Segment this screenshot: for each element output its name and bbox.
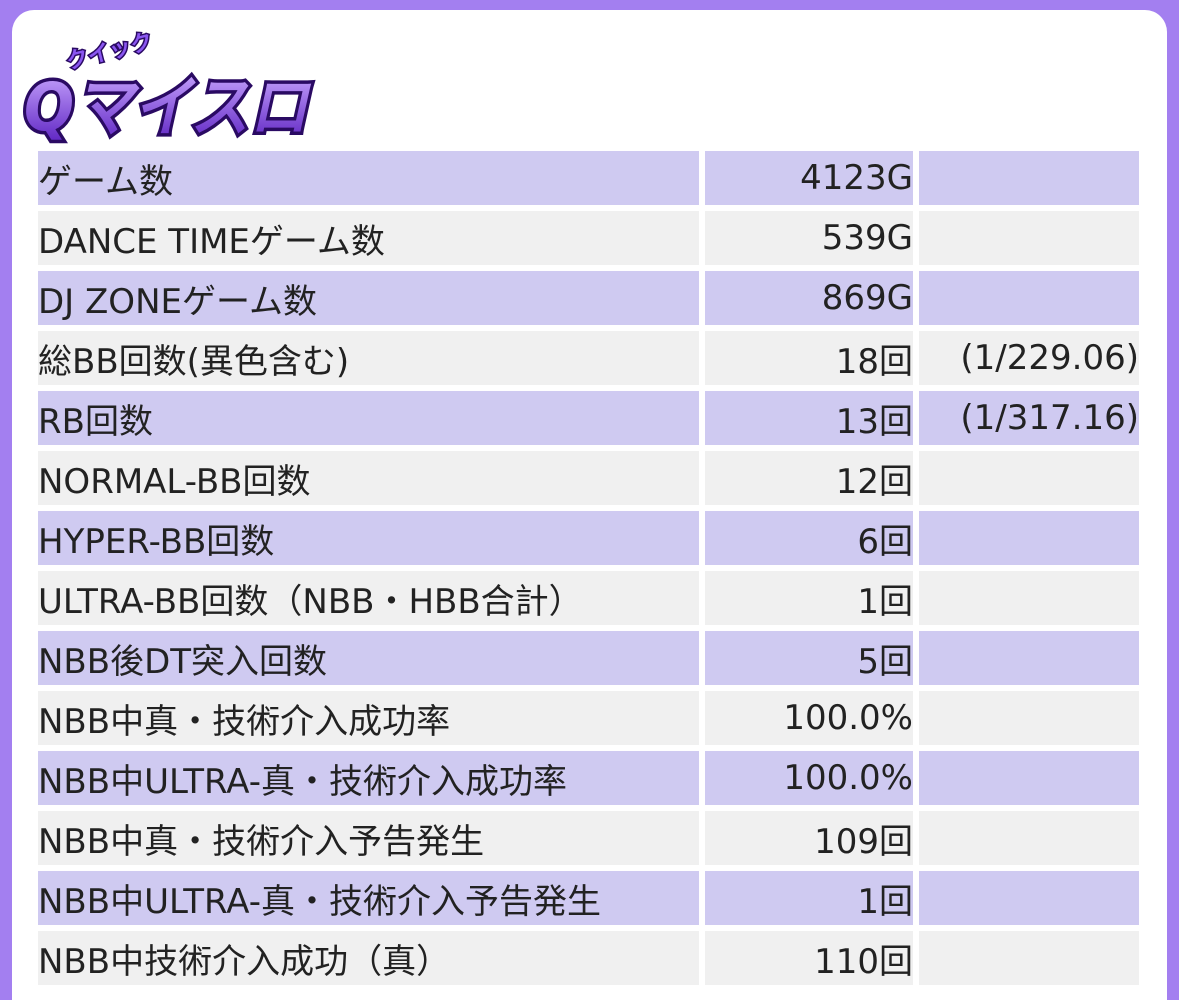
row-label: ULTRA-BB回数（NBB・HBB合計） — [38, 571, 699, 625]
row-label: HYPER-BB回数 — [38, 511, 699, 565]
table-row: DJ ZONEゲーム数 869G — [38, 271, 1139, 325]
row-value: 12回 — [705, 451, 913, 505]
page-frame: クイック Qマイスロ ゲーム数 4123G DANCE TIMEゲーム数 539G DJ… — [12, 10, 1167, 1000]
row-value: 100.0% — [705, 691, 913, 745]
table-row: NBB中ULTRA-真・技術介入予告発生 1回 — [38, 871, 1139, 925]
row-label: NBB中ULTRA-真・技術介入予告発生 — [38, 871, 699, 925]
row-value: 109回 — [705, 811, 913, 865]
table-row: HYPER-BB回数 6回 — [38, 511, 1139, 565]
row-value: 869G — [705, 271, 913, 325]
row-value: 5回 — [705, 631, 913, 685]
row-extra — [919, 151, 1139, 205]
row-value: 6回 — [705, 511, 913, 565]
row-extra — [919, 211, 1139, 265]
table-row: RB回数 13回 (1/317.16) — [38, 391, 1139, 445]
row-extra — [919, 931, 1139, 985]
row-extra — [919, 811, 1139, 865]
row-label: NBB後DT突入回数 — [38, 631, 699, 685]
table-row: DANCE TIMEゲーム数 539G — [38, 211, 1139, 265]
stats-table: ゲーム数 4123G DANCE TIMEゲーム数 539G DJ ZONEゲーム数 86… — [32, 145, 1145, 991]
row-extra — [919, 751, 1139, 805]
row-label: DANCE TIMEゲーム数 — [38, 211, 699, 265]
row-label: RB回数 — [38, 391, 699, 445]
table-row: NBB中技術介入成功（真） 110回 — [38, 931, 1139, 985]
table-row: NBB中真・技術介入予告発生 109回 — [38, 811, 1139, 865]
row-value: 1回 — [705, 571, 913, 625]
stats-table-body: ゲーム数 4123G DANCE TIMEゲーム数 539G DJ ZONEゲーム数 86… — [38, 151, 1139, 985]
row-extra — [919, 451, 1139, 505]
row-extra — [919, 691, 1139, 745]
qmyslo-logo-graphic: クイック Qマイスロ — [21, 28, 316, 146]
row-value: 110回 — [705, 931, 913, 985]
row-extra: (1/317.16) — [919, 391, 1139, 445]
row-label: NBB中真・技術介入予告発生 — [38, 811, 699, 865]
qmyslo-logo: クイック Qマイスロ — [18, 26, 318, 146]
row-extra — [919, 871, 1139, 925]
row-label: 総BB回数(異色含む) — [38, 331, 699, 385]
row-label: NBB中真・技術介入成功率 — [38, 691, 699, 745]
row-label: ゲーム数 — [38, 151, 699, 205]
row-value: 4123G — [705, 151, 913, 205]
table-row: NORMAL-BB回数 12回 — [38, 451, 1139, 505]
table-row: 総BB回数(異色含む) 18回 (1/229.06) — [38, 331, 1139, 385]
row-label: NORMAL-BB回数 — [38, 451, 699, 505]
row-value: 100.0% — [705, 751, 913, 805]
row-label: NBB中ULTRA-真・技術介入成功率 — [38, 751, 699, 805]
table-row: ゲーム数 4123G — [38, 151, 1139, 205]
row-label: NBB中技術介入成功（真） — [38, 931, 699, 985]
row-value: 18回 — [705, 331, 913, 385]
row-extra: (1/229.06) — [919, 331, 1139, 385]
row-extra — [919, 571, 1139, 625]
logo-main-text: Qマイスロ — [24, 69, 312, 146]
row-extra — [919, 631, 1139, 685]
row-value: 539G — [705, 211, 913, 265]
row-extra — [919, 511, 1139, 565]
row-value: 1回 — [705, 871, 913, 925]
table-row: NBB後DT突入回数 5回 — [38, 631, 1139, 685]
row-label: DJ ZONEゲーム数 — [38, 271, 699, 325]
table-row: ULTRA-BB回数（NBB・HBB合計） 1回 — [38, 571, 1139, 625]
row-value: 13回 — [705, 391, 913, 445]
table-row: NBB中真・技術介入成功率 100.0% — [38, 691, 1139, 745]
row-extra — [919, 271, 1139, 325]
table-row: NBB中ULTRA-真・技術介入成功率 100.0% — [38, 751, 1139, 805]
